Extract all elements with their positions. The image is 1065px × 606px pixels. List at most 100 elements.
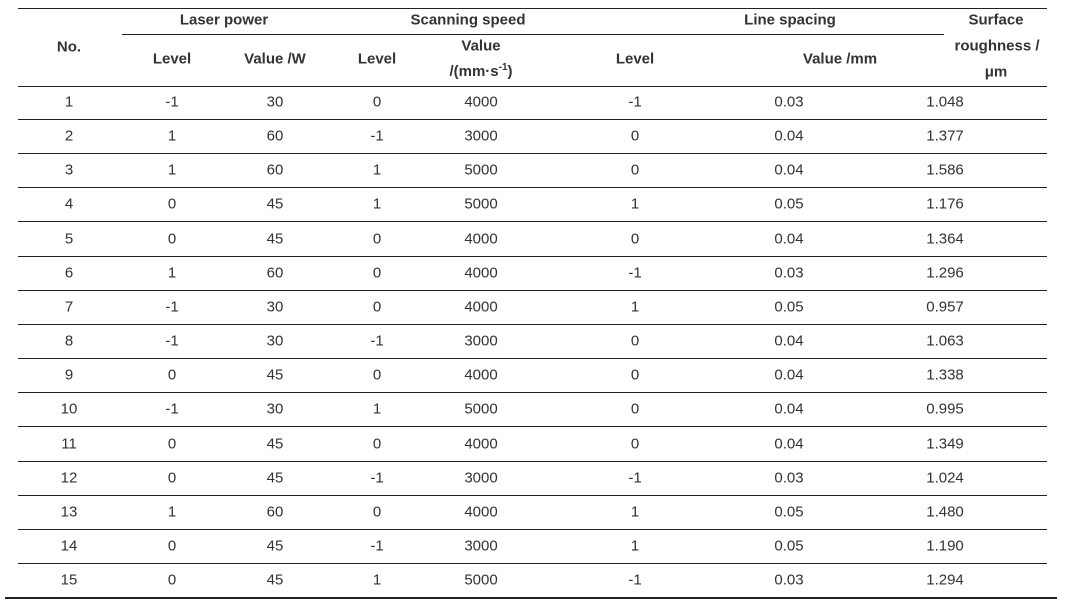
- cell-no: 7: [64, 298, 74, 316]
- cell-laser-level: 1: [167, 127, 177, 145]
- row-rule: [18, 187, 1047, 189]
- cell-speed-level: 0: [372, 93, 382, 111]
- header-line-spacing: Line spacing: [744, 11, 836, 29]
- header-surface-roughness-2: roughness /: [954, 37, 1040, 55]
- cell-laser-level: 0: [167, 435, 177, 452]
- cell-spacing-level: 0: [630, 230, 640, 248]
- cell-no: 1: [64, 93, 74, 111]
- cell-speed-value: 3000: [464, 332, 498, 350]
- row-rule: [18, 255, 1047, 257]
- cell-speed-value: 5000: [464, 571, 498, 589]
- cell-spacing-level: 1: [630, 195, 640, 213]
- cell-laser-level: 1: [167, 264, 177, 282]
- cell-spacing-level: 1: [630, 298, 640, 316]
- cell-spacing-level: 0: [630, 400, 640, 418]
- cell-laser-value: 30: [266, 332, 284, 350]
- cell-spacing-value: 0.03: [774, 264, 804, 282]
- cell-laser-level: 0: [167, 571, 177, 589]
- subheader-rule: [122, 34, 944, 35]
- cell-spacing-value: 0.05: [774, 298, 804, 316]
- cell-spacing-value: 0.04: [774, 435, 804, 452]
- header-spacing-level: Level: [615, 50, 655, 68]
- cell-spacing-level: -1: [628, 93, 642, 111]
- cell-speed-level: -1: [370, 332, 384, 350]
- cell-no: 14: [60, 537, 78, 555]
- cell-laser-value: 60: [266, 503, 284, 521]
- cell-spacing-value: 0.05: [774, 537, 804, 555]
- cell-speed-level: 1: [372, 571, 382, 589]
- cell-surface-roughness: 1.296: [926, 264, 964, 282]
- cell-surface-roughness: 0.957: [926, 298, 964, 316]
- cell-surface-roughness: 1.377: [926, 127, 964, 145]
- cell-laser-level: 1: [167, 161, 177, 179]
- cell-laser-level: 0: [167, 366, 177, 384]
- cell-no: 15: [60, 571, 78, 589]
- cell-spacing-level: -1: [628, 469, 642, 487]
- cell-spacing-value: 0.05: [774, 195, 804, 213]
- cell-laser-level: 0: [167, 469, 177, 487]
- cell-laser-value: 45: [266, 366, 284, 384]
- cell-spacing-level: 0: [630, 366, 640, 384]
- cell-laser-level: 0: [167, 195, 177, 213]
- cell-speed-level: 0: [372, 435, 382, 452]
- cell-speed-value: 5000: [464, 195, 498, 213]
- cell-spacing-value: 0.04: [774, 161, 804, 179]
- cell-laser-level: -1: [165, 93, 179, 111]
- row-rule: [18, 153, 1047, 155]
- header-no: No.: [56, 38, 82, 56]
- cell-speed-level: 0: [372, 503, 382, 521]
- cell-surface-roughness: 0.995: [926, 400, 964, 418]
- cell-surface-roughness: 1.048: [926, 93, 964, 111]
- cell-surface-roughness: 1.586: [926, 161, 964, 179]
- cell-spacing-value: 0.03: [774, 93, 804, 111]
- cell-laser-value: 60: [266, 127, 284, 145]
- header-speed-value-1: Value: [461, 37, 501, 55]
- cell-surface-roughness: 1.364: [926, 230, 964, 248]
- cell-surface-roughness: 1.294: [926, 571, 964, 589]
- cell-speed-value: 4000: [464, 93, 498, 111]
- cell-speed-level: -1: [370, 127, 384, 145]
- cell-laser-value: 30: [266, 298, 284, 316]
- cell-surface-roughness: 1.480: [926, 503, 964, 521]
- cell-spacing-value: 0.04: [774, 332, 804, 350]
- cell-no: 11: [61, 435, 77, 452]
- row-rule: [18, 289, 1047, 291]
- header-spacing-value: Value /mm: [802, 50, 878, 68]
- cell-no: 13: [60, 503, 78, 521]
- cell-speed-value: 5000: [464, 161, 498, 179]
- cell-speed-level: 0: [372, 298, 382, 316]
- cell-speed-value: 4000: [464, 503, 498, 521]
- cell-speed-value: 4000: [464, 264, 498, 282]
- speed-unit-sup: -1: [498, 62, 508, 73]
- cell-speed-level: 0: [372, 230, 382, 248]
- speed-unit-close: ): [507, 63, 513, 80]
- cell-speed-value: 4000: [464, 230, 498, 248]
- cell-speed-value: 4000: [464, 435, 498, 452]
- cell-laser-level: 0: [167, 537, 177, 555]
- cell-laser-level: -1: [165, 298, 179, 316]
- cell-laser-level: -1: [165, 332, 179, 350]
- cell-surface-roughness: 1.349: [926, 435, 964, 452]
- header-surface-roughness-1: Surface: [968, 11, 1024, 29]
- header-laser-value: Value /W: [244, 50, 306, 68]
- cell-speed-level: 1: [372, 400, 382, 418]
- cell-surface-roughness: 1.338: [926, 366, 964, 384]
- cell-surface-roughness: 1.063: [926, 332, 964, 350]
- cell-spacing-level: 1: [630, 537, 640, 555]
- row-rule: [18, 358, 1047, 360]
- cell-laser-level: 0: [167, 230, 177, 248]
- cell-no: 12: [60, 469, 78, 487]
- cell-speed-value: 4000: [464, 366, 498, 384]
- cell-laser-value: 45: [266, 469, 284, 487]
- cell-surface-roughness: 1.176: [926, 195, 964, 213]
- cell-speed-value: 3000: [464, 469, 498, 487]
- cell-no: 10: [60, 400, 78, 418]
- cell-speed-level: 1: [372, 195, 382, 213]
- cell-spacing-value: 0.03: [774, 571, 804, 589]
- header-laser-power: Laser power: [179, 11, 269, 29]
- cell-laser-value: 30: [266, 93, 284, 111]
- cell-no: 9: [64, 366, 74, 384]
- cell-laser-level: -1: [165, 400, 179, 418]
- row-rule: [18, 494, 1047, 496]
- cell-speed-level: 0: [372, 264, 382, 282]
